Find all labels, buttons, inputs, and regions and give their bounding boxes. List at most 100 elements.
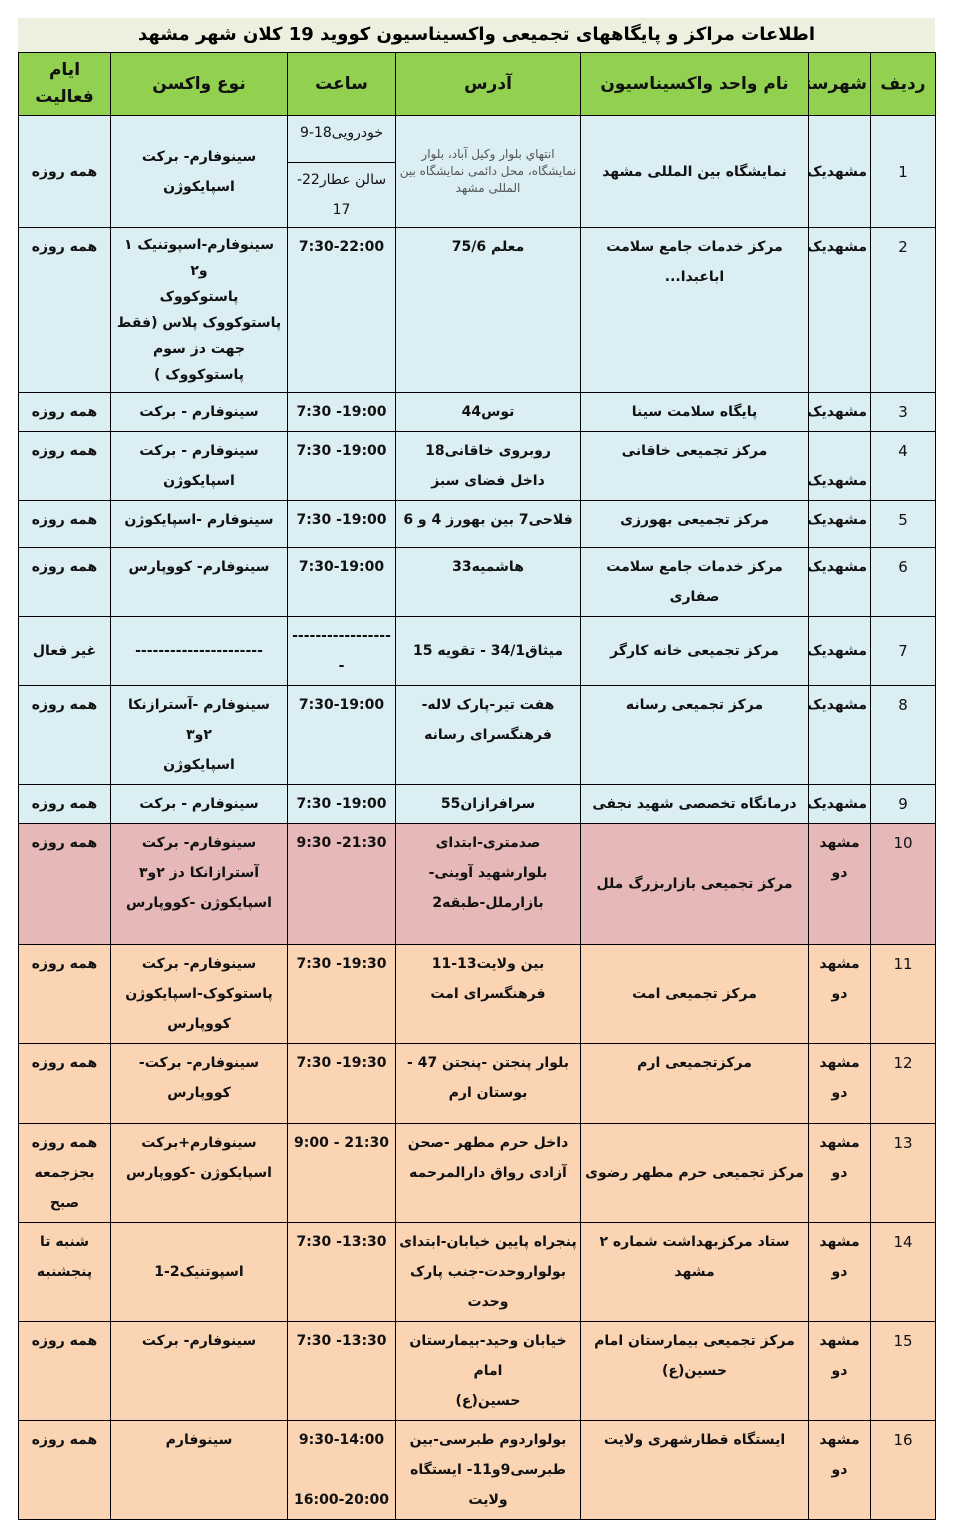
hours-text: 7:30 -13:30 [296,1333,387,1349]
header-row: ردیف شهرستان نام واحد واکسیناسیون آدرس س… [18,52,936,116]
hours-split: خودرویی18-9 سالن عطار22- 17 [288,117,395,227]
address-cell: بلوار پنجتن -پنجتن 47 - بوستان ارم [395,1043,581,1124]
row-number: 9 [870,784,936,824]
hours-entry: سالن عطار22- 17 [288,162,395,227]
row-number: 10 [870,823,936,945]
hours-cell: ------------------ [287,616,396,686]
hours-text: 7:30-19:00 [298,559,385,575]
active-days-cell: همه روزه [18,392,111,432]
city-cell: مشهد دو [808,1420,871,1520]
hours-cell: 7:30-22:00 [287,227,396,393]
vaccine-type-cell: ---------------------- [110,616,288,686]
address-cell: فلاحی7 بین بهورز 4 و 6 [395,500,581,548]
hours-text: 9:30-14:00 16:00-20:00 [294,1432,389,1508]
header-unit-name: نام واحد واکسیناسیون [580,52,809,116]
address-cell: معلم 75/6 [395,227,581,393]
unit-name-cell: مرکز تجمیعی بیمارستان امام حسین(ع) [580,1321,809,1421]
row-number: 15 [870,1321,936,1421]
active-days-cell: همه روزه [18,1043,111,1124]
address-cell: انتهاي بلوار وکیل آباد، بلوار نمایشگاه، … [395,115,581,228]
table-row: 4 مشهدیک مرکز تجمیعی خاقانی روبروی خاقانی18… [18,431,936,501]
row-number: 16 [870,1420,936,1520]
address-cell: پنجراه پایین خیابان-ابتدای بولواروحدت-جن… [395,1222,581,1322]
row-number: 11 [870,944,936,1044]
active-days-cell: همه روزه [18,115,111,228]
city-cell: مشهدیک [808,500,871,548]
address-cell: صدمتری-ابتدای بلوارشهید آوینی-بازارملل-ط… [395,823,581,945]
header-vaccine-type: نوع واکسن [110,52,288,116]
unit-name-cell: ایستگاه قطارشهری ولایت [580,1420,809,1520]
vaccine-type-cell: سینوفارم+برکت اسپایکوژن -کووپارس [110,1123,288,1223]
hours-cell: 7:30 -13:30 [287,1222,396,1322]
hours-cell: 9:30 -21:30 [287,823,396,945]
unit-name-cell: درمانگاه تخصصی شهید نجفی [580,784,809,824]
unit-name-cell: مرکز تجمیعی بازاربزرگ ملل [580,823,809,945]
hours-text: 7:30 -19:30 [296,1055,387,1071]
header-active-days: ایام فعالیت [18,52,111,116]
city-cell: مشهدیک [808,784,871,824]
table-row: 10 مشهد دو مرکز تجمیعی بازاربزرگ ملل صدمتری… [18,823,936,945]
hours-cell: 7:30-19:00 [287,547,396,617]
table-row: 9 مشهدیک درمانگاه تخصصی شهید نجفی سرافرازان… [18,784,936,824]
active-days-cell: شنبه تا پنجشنبه [18,1222,111,1322]
row-number: 12 [870,1043,936,1124]
vaccine-type-cell: سینوفارم- برکت [110,1321,288,1421]
table-row: 2 مشهدیک مرکز خدمات جامع سلامت اباعبدا... م… [18,227,936,393]
hours-cell: 9:00 - 21:30 [287,1123,396,1223]
hours-cell: 7:30 -19:30 [287,944,396,1044]
row-number: 7 [870,616,936,686]
unit-name-cell: پایگاه سلامت سینا [580,392,809,432]
page-title: اطلاعات مراکز و پایگاههای تجمیعی واکسینا… [18,18,935,52]
hours-cell: 7:30 -19:00 [287,431,396,501]
vaccine-type-cell: سینوفارم-اسپوتنیک ۱ و۲ پاستوکووک پاستوکو… [110,227,288,393]
active-days-cell: همه روزه بجزجمعه صبح [18,1123,111,1223]
row-number: 8 [870,685,936,785]
header-address: آدرس [395,52,581,116]
unit-name-cell: مرکز تجمیعی خانه کارگر [580,616,809,686]
row-number: 6 [870,547,936,617]
hours-cell: 7:30-19:00 [287,685,396,785]
vaccine-type-cell: سینوفارم -اسپایکوژن [110,500,288,548]
unit-name-cell: مرکز تجمیعی رسانه [580,685,809,785]
city-cell: مشهد دو [808,1123,871,1223]
table-row: 13 مشهد دو مرکز تجمیعی حرم مطهر رضوی داخل ح… [18,1123,936,1223]
address-cell: خیابان وحید-بیمارستان امام حسین(ع) [395,1321,581,1421]
table-row: 14 مشهد دو ستاد مرکزبهداشت شماره ۲ مشهد پنج… [18,1222,936,1322]
table-row: 1 مشهدیک نمایشگاه بین المللی مشهد انتهاي بل… [18,115,936,228]
vaccine-type-cell: سینوفارم- برکت اسپایکوژن [110,115,288,228]
table-row: 11 مشهد دو مرکز تجمیعی امت بین ولایت13-11 ف… [18,944,936,1044]
header-city: شهرستان [808,52,871,116]
city-cell: مشهدیک [808,227,871,393]
unit-name-cell: مرکز تجمیعی خاقانی [580,431,809,501]
hours-text: 7:30-22:00 [298,239,385,255]
active-days-cell: همه روزه [18,1420,111,1520]
header-row-number: ردیف [870,52,936,116]
row-number: 5 [870,500,936,548]
hours-text: 9:30 -21:30 [296,835,387,851]
hours-cell: خودرویی18-9 سالن عطار22- 17 [287,115,396,228]
table-row: 5 مشهدیک مرکز تجمیعی بهورزی فلاحی7 بین بهور… [18,500,936,548]
city-cell: مشهدیک [808,616,871,686]
address-cell: توس44 [395,392,581,432]
table-row: 7 مشهدیک مرکز تجمیعی خانه کارگر میثاق34/1 -… [18,616,936,686]
active-days-cell: همه روزه [18,823,111,945]
hours-text: 7:30-19:00 [298,697,385,713]
address-cell: سرافرازان55 [395,784,581,824]
city-cell: مشهدیک [808,547,871,617]
active-days-cell: همه روزه [18,227,111,393]
vaccine-type-cell: سینوفارم - برکت اسپایکوژن [110,431,288,501]
unit-name-cell: ستاد مرکزبهداشت شماره ۲ مشهد [580,1222,809,1322]
hours-cell: 7:30 -19:00 [287,500,396,548]
vaccination-centers-table: ردیف شهرستان نام واحد واکسیناسیون آدرس س… [18,52,936,1520]
hours-text: 7:30 -13:30 [296,1234,387,1250]
hours-cell: 7:30 -19:00 [287,784,396,824]
city-cell: مشهدیک [808,685,871,785]
vaccine-type-cell: سینوفارم- برکت آسترازانکا دز ۲و۳ اسپایکو… [110,823,288,945]
table-row: 16 مشهد دو ایستگاه قطارشهری ولایت بولواردوم… [18,1420,936,1520]
city-cell: مشهدیک [808,431,871,501]
active-days-cell: همه روزه [18,1321,111,1421]
active-days-cell: همه روزه [18,784,111,824]
address-cell: داخل حرم مطهر -صحن آزادی رواق دارالمرحمه [395,1123,581,1223]
active-days-cell: همه روزه [18,944,111,1044]
city-cell: مشهد دو [808,1043,871,1124]
